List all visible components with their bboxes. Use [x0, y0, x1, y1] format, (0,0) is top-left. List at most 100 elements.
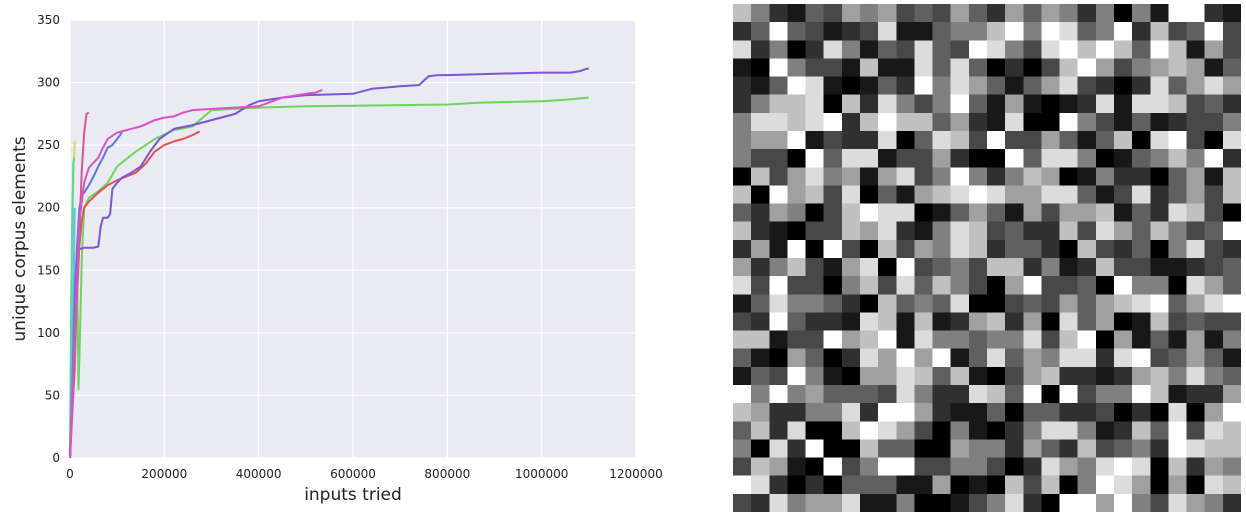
pixel-cell — [733, 439, 752, 458]
pixel-cell — [1222, 258, 1241, 277]
pixel-cell — [769, 22, 788, 41]
pixel-cell — [1023, 22, 1042, 41]
pixel-cell — [1222, 185, 1241, 204]
pixel-cell — [1222, 294, 1241, 313]
pixel-cell — [860, 149, 879, 168]
pixel-cell — [733, 58, 752, 77]
pixel-cell — [733, 403, 752, 422]
pixel-cell — [1150, 221, 1169, 240]
pixel-cell — [860, 421, 879, 440]
pixel-cell — [914, 385, 933, 404]
pixel-cell — [823, 457, 842, 476]
pixel-cell — [805, 258, 824, 277]
pixel-cell — [1168, 366, 1187, 385]
pixel-cell — [1132, 131, 1151, 150]
pixel-cell — [932, 76, 951, 95]
pixel-cell — [1186, 294, 1205, 313]
pixel-cell — [1114, 167, 1133, 186]
pixel-cell — [1059, 258, 1078, 277]
pixel-cell — [1041, 22, 1060, 41]
pixel-cell — [932, 185, 951, 204]
pixel-cell — [860, 58, 879, 77]
pixel-cell — [878, 385, 897, 404]
pixel-cell — [1150, 149, 1169, 168]
pixel-cell — [968, 131, 987, 150]
pixel-cell — [805, 493, 824, 512]
pixel-cell — [769, 203, 788, 222]
pixel-cell — [769, 112, 788, 131]
pixel-cell — [932, 149, 951, 168]
pixel-cell — [1005, 403, 1024, 422]
pixel-cell — [932, 40, 951, 59]
pixel-cell — [1114, 294, 1133, 313]
pixel-cell — [950, 239, 969, 258]
pixel-cell — [914, 4, 933, 23]
pixel-cell — [878, 149, 897, 168]
pixel-cell — [733, 294, 752, 313]
pixel-cell — [787, 403, 806, 422]
pixel-cell — [1041, 439, 1060, 458]
pixel-cell — [1132, 348, 1151, 367]
pixel-cell — [823, 330, 842, 349]
pixel-cell — [860, 94, 879, 113]
pixel-cell — [1023, 276, 1042, 295]
pixel-cell — [932, 276, 951, 295]
pixel-cell — [914, 203, 933, 222]
pixel-cell — [932, 131, 951, 150]
pixel-cell — [823, 294, 842, 313]
pixel-cell — [1222, 40, 1241, 59]
pixel-cell — [769, 76, 788, 95]
pixel-cell — [878, 475, 897, 494]
pixel-cell — [950, 475, 969, 494]
pixel-cell — [751, 403, 770, 422]
x-tick-label: 800000 — [424, 467, 470, 481]
pixel-cell — [733, 76, 752, 95]
pixel-cell — [950, 385, 969, 404]
pixel-cell — [769, 475, 788, 494]
pixel-cell — [1204, 22, 1223, 41]
pixel-cell — [787, 4, 806, 23]
pixel-cell — [841, 203, 860, 222]
pixel-cell — [968, 457, 987, 476]
pixel-cell — [1204, 185, 1223, 204]
pixel-cell — [987, 94, 1006, 113]
pixel-cell — [1186, 185, 1205, 204]
pixel-cell — [733, 348, 752, 367]
pixel-cell — [968, 348, 987, 367]
pixel-cell — [733, 40, 752, 59]
pixel-cell — [968, 221, 987, 240]
pixel-cell — [1186, 22, 1205, 41]
pixel-cell — [860, 403, 879, 422]
y-tick-label: 50 — [45, 388, 60, 402]
pixel-cell — [1095, 76, 1114, 95]
pixel-cell — [1041, 403, 1060, 422]
pixel-cell — [1132, 149, 1151, 168]
pixel-cell — [751, 258, 770, 277]
pixel-cell — [896, 239, 915, 258]
pixel-cell — [1041, 366, 1060, 385]
pixel-cell — [896, 475, 915, 494]
pixel-cell — [769, 403, 788, 422]
pixel-cell — [1059, 403, 1078, 422]
pixel-cell — [787, 294, 806, 313]
pixel-cell — [1150, 4, 1169, 23]
pixel-cell — [950, 112, 969, 131]
pixel-cell — [878, 58, 897, 77]
pixel-cell — [823, 203, 842, 222]
pixel-cell — [1059, 294, 1078, 313]
pixel-cell — [932, 4, 951, 23]
pixel-cell — [1168, 258, 1187, 277]
pixel-cell — [1132, 239, 1151, 258]
pixel-cell — [1005, 348, 1024, 367]
pixel-cell — [769, 149, 788, 168]
pixel-cell — [1150, 403, 1169, 422]
pixel-cell — [787, 457, 806, 476]
pixel-cell — [1222, 493, 1241, 512]
pixel-cell — [896, 167, 915, 186]
pixel-cell — [1132, 203, 1151, 222]
pixel-cell — [841, 94, 860, 113]
pixel-cell — [1186, 167, 1205, 186]
pixel-cell — [805, 149, 824, 168]
pixel-cell — [805, 4, 824, 23]
pixel-cell — [1023, 58, 1042, 77]
